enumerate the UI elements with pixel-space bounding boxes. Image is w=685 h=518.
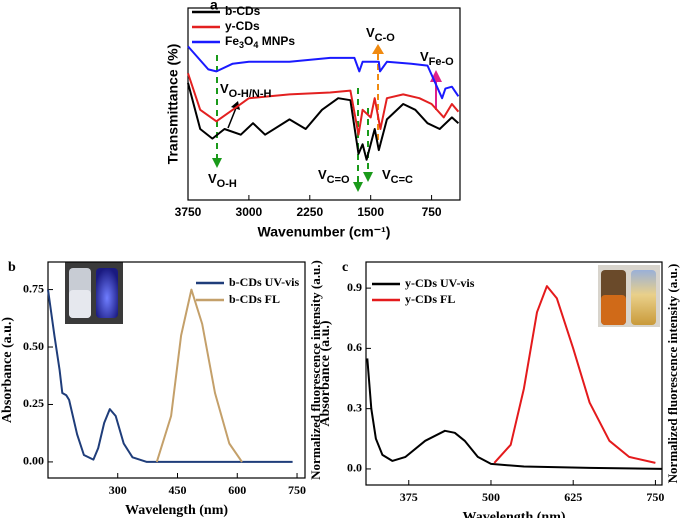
x-axis-label: Wavenumber (cm⁻¹) bbox=[258, 224, 391, 240]
y-tick-label: 0.75 bbox=[23, 281, 44, 295]
x-tick-label: 375 bbox=[400, 490, 418, 504]
y-axis-label: Transmittance (%) bbox=[165, 44, 181, 165]
y-axis-label: Absorbance (a.u.) bbox=[0, 317, 15, 424]
x-tick-label: 750 bbox=[422, 205, 442, 219]
panel-label: c bbox=[342, 260, 348, 275]
annotation-guides bbox=[212, 44, 442, 192]
annotation-symbol: V bbox=[208, 171, 217, 186]
y-tick-label: 0.6 bbox=[347, 340, 362, 354]
x-tick-label: 300 bbox=[109, 483, 127, 497]
data-line bbox=[187, 72, 460, 136]
annotation-symbol: V bbox=[382, 167, 391, 182]
annotation-symbol: V bbox=[366, 25, 375, 40]
annotation: VO-H/N-H bbox=[220, 81, 271, 99]
plot-frame bbox=[365, 261, 663, 486]
annotation: VFe-O bbox=[420, 49, 454, 67]
x-tick-label: 750 bbox=[646, 490, 664, 504]
data-line bbox=[187, 82, 460, 161]
y-tick-label: 0.50 bbox=[23, 339, 44, 353]
x-tick-label: 450 bbox=[168, 483, 186, 497]
panel: c 375 500 625 750 0.0 0.3 0.6 0.9 Wavelength (nm)… bbox=[318, 260, 680, 518]
annotation-symbol: V bbox=[420, 49, 429, 64]
panel-label: a bbox=[210, 0, 218, 13]
y-tick-label: 0.9 bbox=[347, 280, 362, 294]
x-tick-label: 3000 bbox=[236, 205, 263, 219]
y-tick-label: 0.25 bbox=[23, 396, 44, 410]
annotation: VC-O bbox=[366, 25, 395, 43]
inset-photo-c bbox=[598, 265, 660, 327]
y-tick-label: 0.00 bbox=[23, 454, 44, 468]
y-tick-label: 0.3 bbox=[347, 400, 362, 414]
data-line bbox=[493, 285, 656, 464]
plot-frame bbox=[47, 261, 306, 479]
y2-axis-label: Normalized fluorescence intensity (a.u.) bbox=[665, 264, 680, 484]
annotation-symbol: V bbox=[220, 81, 229, 96]
legend-label: b-CDs FL bbox=[229, 292, 280, 306]
x-tick-label: 750 bbox=[288, 483, 306, 497]
x-tick-label: 1500 bbox=[357, 205, 384, 219]
legend-label: y-CDs bbox=[225, 19, 260, 33]
x-axis-label: Wavelength (nm) bbox=[125, 503, 228, 518]
panel-label: b bbox=[8, 260, 16, 275]
panel: b 300 450 600 750 0.00 0.25 0.50 0.75 Wavelength … bbox=[0, 260, 323, 518]
annotation-subscript: O-H bbox=[217, 178, 237, 190]
y2-axis-label: Normalized fluorescence intensity (a.u.) bbox=[308, 260, 323, 480]
data-line bbox=[187, 45, 460, 100]
legend-label: y-CDs UV-vis bbox=[405, 276, 475, 290]
legend-label: y-CDs FL bbox=[405, 292, 455, 306]
annotation-symbol: V bbox=[318, 167, 327, 182]
x-tick-label: 625 bbox=[564, 490, 582, 504]
annotation-subscript: C-O bbox=[375, 32, 396, 44]
annotation-subscript: C=O bbox=[327, 174, 350, 186]
legend-label: b-CDs bbox=[225, 4, 261, 18]
annotation: VC=O bbox=[318, 167, 350, 185]
annotation: VO-H bbox=[208, 171, 237, 189]
data-line bbox=[366, 358, 663, 470]
legend-label: Fe3O4 MNPs bbox=[225, 34, 295, 50]
x-tick-label: 500 bbox=[482, 490, 500, 504]
legend-label: b-CDs UV-vis bbox=[229, 275, 299, 289]
annotation-subscript: C=C bbox=[391, 174, 413, 186]
panel: a 3750 3000 2250 1500 750 Wavenumber (cm⁻¹) Tra… bbox=[165, 0, 461, 240]
annotation-subscript: O-H/N-H bbox=[229, 88, 272, 100]
inset-photo-b bbox=[65, 262, 123, 324]
x-tick-label: 2250 bbox=[296, 205, 323, 219]
annotation-subscript: Fe-O bbox=[429, 56, 455, 68]
y-tick-label: 0.0 bbox=[347, 461, 362, 475]
data-line bbox=[47, 289, 293, 463]
data-line bbox=[155, 288, 243, 463]
plot-frame bbox=[187, 7, 461, 201]
x-axis-label: Wavelength (nm) bbox=[462, 510, 565, 518]
annotation: VC=C bbox=[382, 167, 413, 185]
y-axis-label: Absorbance (a.u.) bbox=[318, 320, 333, 427]
x-tick-label: 600 bbox=[228, 483, 246, 497]
x-tick-label: 3750 bbox=[175, 205, 202, 219]
